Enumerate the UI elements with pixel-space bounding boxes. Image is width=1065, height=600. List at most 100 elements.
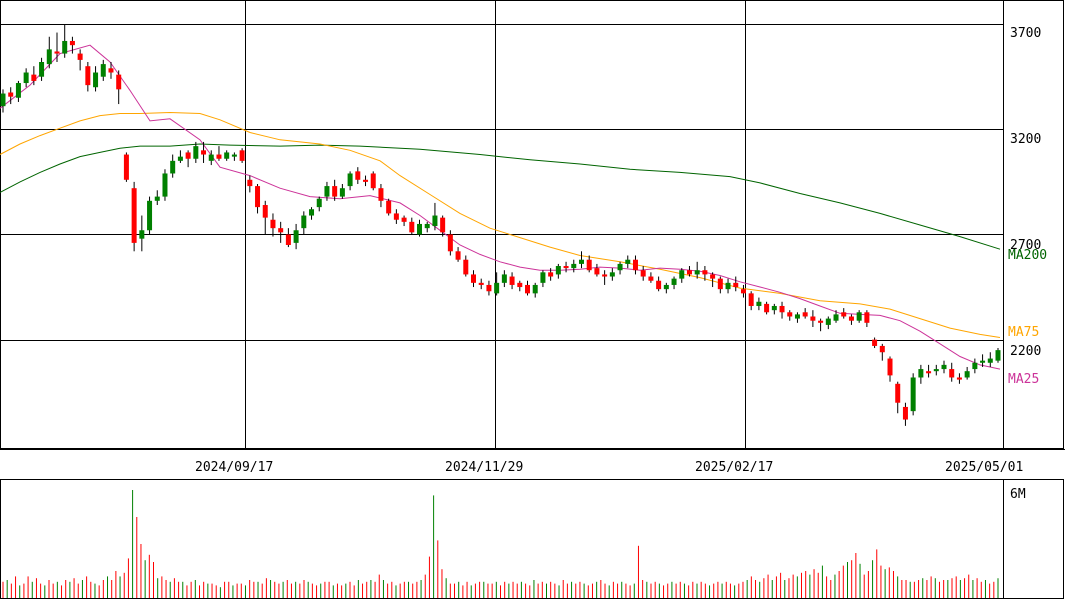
candle-body xyxy=(794,314,800,319)
candle-body xyxy=(679,270,685,279)
ma75-label: MA75 xyxy=(1008,325,1039,340)
candle-body xyxy=(463,259,469,275)
candle-body xyxy=(902,406,908,420)
candle-body xyxy=(956,377,962,380)
candle-body xyxy=(848,316,854,321)
candle-body xyxy=(440,217,446,233)
candle-body xyxy=(393,213,399,220)
candle-body xyxy=(309,209,315,216)
candle-body xyxy=(409,221,415,233)
candle-body xyxy=(578,259,584,264)
candle-body xyxy=(46,49,52,65)
date-tick-label: 2025/05/01 xyxy=(945,460,1023,475)
candle-body xyxy=(586,259,592,271)
candle-body xyxy=(332,186,338,197)
candle-body xyxy=(841,312,847,317)
candle-body xyxy=(255,186,261,208)
ma75-line xyxy=(0,111,1001,338)
candle-body xyxy=(216,154,222,159)
volume-axis-label: 6M xyxy=(1010,487,1026,502)
candle-body xyxy=(686,270,692,275)
candle-body xyxy=(810,316,816,321)
candle-body xyxy=(656,280,662,290)
moving-averages xyxy=(0,44,1001,370)
candle-body xyxy=(949,369,955,378)
candle-body xyxy=(31,74,37,81)
candle-body xyxy=(177,156,183,161)
candle-body xyxy=(825,318,831,325)
date-tick-label: 2024/11/29 xyxy=(445,460,523,475)
candle-body xyxy=(725,282,731,290)
candle-body xyxy=(278,228,284,233)
candle-body xyxy=(717,278,723,290)
candle-body xyxy=(131,188,137,243)
candle-body xyxy=(540,272,546,283)
ma200-label: MA200 xyxy=(1008,248,1047,263)
candle-body xyxy=(301,215,307,229)
candle-body xyxy=(54,51,60,54)
candle-body xyxy=(147,200,153,231)
candle-body xyxy=(208,154,214,161)
candle-body xyxy=(802,312,808,317)
candle-body xyxy=(818,320,824,323)
candle-body xyxy=(93,72,99,88)
candle-body xyxy=(733,282,739,288)
candle-body xyxy=(355,171,361,180)
candle-body xyxy=(162,173,168,197)
candle-body xyxy=(918,369,924,378)
candle-body xyxy=(347,173,353,187)
candle-body xyxy=(864,312,870,323)
candle-body xyxy=(247,179,253,187)
candle-body xyxy=(910,377,916,412)
price-tick-label: 3200 xyxy=(1010,132,1041,147)
candle-body xyxy=(201,150,207,155)
candle-body xyxy=(8,92,14,97)
candle-body xyxy=(602,274,608,277)
candle-body xyxy=(617,263,623,271)
candle-body xyxy=(270,219,276,229)
candle-body xyxy=(116,74,122,90)
ma200-line xyxy=(0,143,1001,250)
candle-body xyxy=(740,289,746,294)
volume-bars xyxy=(2,490,999,598)
candle-body xyxy=(648,276,654,281)
candle-body xyxy=(501,274,507,283)
candle-body xyxy=(23,72,29,84)
candle-body xyxy=(779,305,785,313)
candle-body xyxy=(239,150,245,161)
price-tick-label: 2700 xyxy=(1010,238,1041,253)
candle-body xyxy=(471,274,477,283)
candle-body xyxy=(370,173,376,189)
candlesticks xyxy=(0,24,1001,426)
candle-body xyxy=(980,360,986,363)
candle-body xyxy=(316,198,322,208)
candle-body xyxy=(0,93,6,107)
candle-body xyxy=(108,68,114,73)
candle-body xyxy=(879,345,885,353)
candle-body xyxy=(964,371,970,378)
candle-body xyxy=(386,200,392,214)
candle-body xyxy=(517,282,523,288)
candle-body xyxy=(324,186,330,197)
candle-body xyxy=(609,272,615,277)
candle-body xyxy=(532,284,538,294)
candle-body xyxy=(69,40,75,46)
candle-body xyxy=(787,312,793,317)
candle-body xyxy=(62,40,68,54)
candle-body xyxy=(100,64,106,77)
candle-body xyxy=(193,146,199,159)
price-tick-label: 3700 xyxy=(1010,26,1041,41)
candle-body xyxy=(625,259,631,264)
candle-body xyxy=(185,152,191,159)
candle-body xyxy=(524,284,530,294)
candle-body xyxy=(455,251,461,260)
candle-body xyxy=(39,61,45,77)
candle-body xyxy=(231,154,237,157)
candle-body xyxy=(378,188,384,201)
candle-body xyxy=(995,350,1001,361)
candle-body xyxy=(85,66,91,86)
candle-body xyxy=(833,314,839,321)
candle-body xyxy=(926,371,932,374)
